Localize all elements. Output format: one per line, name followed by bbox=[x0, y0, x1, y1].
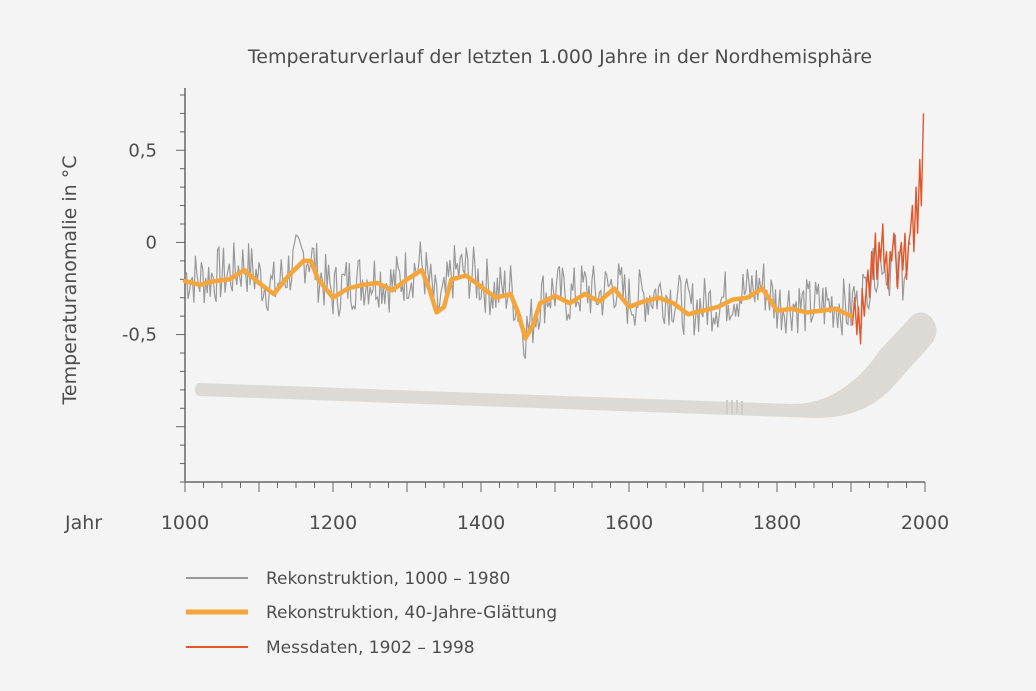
x-tick-label: 1000 bbox=[161, 512, 209, 534]
y-tick-label: 0 bbox=[146, 232, 157, 253]
axes bbox=[184, 88, 925, 483]
hockey-stick-silhouette bbox=[194, 312, 937, 418]
y-tick-label: -0,5 bbox=[122, 325, 157, 346]
x-tick-label: 2000 bbox=[901, 512, 949, 534]
x-tick-label: 1200 bbox=[309, 512, 357, 534]
legend-label-measurements: Messdaten, 1902 – 1998 bbox=[266, 638, 475, 658]
chart-title: Temperaturverlauf der letzten 1.000 Jahr… bbox=[247, 46, 872, 68]
y-axis-label: Temperaturanomalie in °C bbox=[59, 156, 81, 406]
hockey-stick-tape bbox=[726, 400, 743, 415]
legend: Rekonstruktion, 1000 – 1980 Rekonstrukti… bbox=[186, 569, 557, 658]
series-smoothing-line bbox=[182, 258, 854, 341]
y-ticks: 0,5 0 -0,5 bbox=[122, 94, 185, 483]
series-group bbox=[182, 113, 925, 359]
series-measurements-line bbox=[851, 113, 925, 345]
x-tick-label: 1400 bbox=[457, 512, 505, 534]
legend-label-smoothing: Rekonstruktion, 40-Jahre-Glättung bbox=[266, 603, 557, 623]
x-tick-label: 1600 bbox=[605, 512, 653, 534]
legend-label-reconstruction: Rekonstruktion, 1000 – 1980 bbox=[266, 569, 510, 589]
x-ticks: 1000 1200 1400 1600 1800 2000 bbox=[161, 482, 949, 534]
x-tick-label: 1800 bbox=[753, 512, 801, 534]
series-reconstruction-line bbox=[184, 234, 911, 359]
x-axis-label: Jahr bbox=[64, 512, 102, 534]
y-tick-label: 0,5 bbox=[128, 140, 157, 161]
